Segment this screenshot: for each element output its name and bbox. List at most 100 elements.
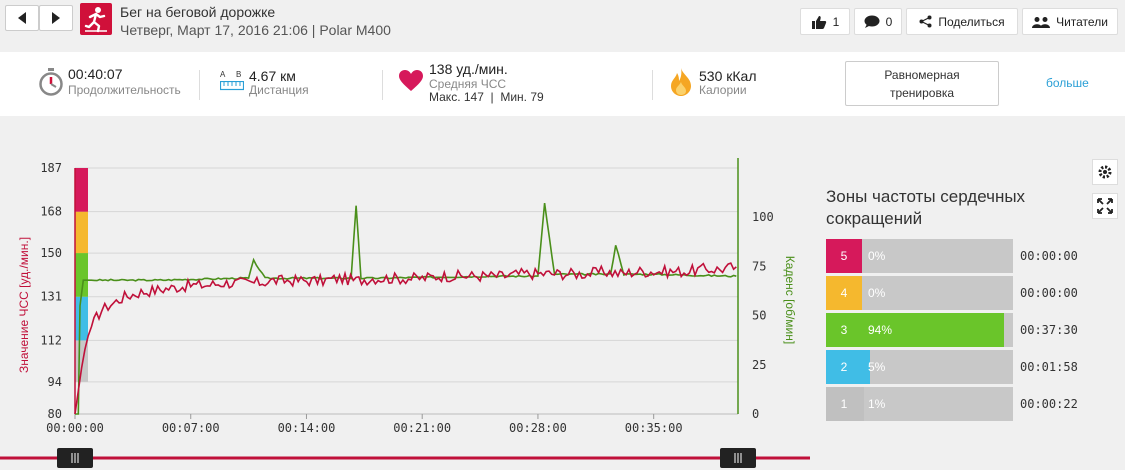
previous-activity-button[interactable] — [5, 5, 39, 31]
hr-tick-label: 112 — [40, 333, 62, 347]
more-link[interactable]: больше — [1046, 76, 1089, 90]
activity-title: Бег на беговой дорожке — [120, 4, 276, 20]
hr-series-line — [74, 262, 737, 415]
hr-tick-label: 168 — [40, 205, 62, 219]
followers-button[interactable]: Читатели — [1022, 8, 1118, 35]
expand-icon — [1097, 198, 1113, 214]
comment-count: 0 — [885, 14, 893, 29]
zone-percent: 5% — [868, 360, 886, 374]
comment-button[interactable]: 0 — [854, 8, 902, 35]
gear-icon — [1098, 165, 1112, 179]
zone-number: 4 — [826, 276, 862, 310]
range-start-handle[interactable] — [57, 448, 93, 468]
zone-fill-bar — [862, 313, 1004, 347]
activity-summary: 00:40:07 Продолжительность A B 4.67 км Д… — [0, 52, 1125, 116]
fullscreen-button[interactable] — [1092, 193, 1118, 219]
arrow-right-icon — [52, 12, 60, 24]
hr-tick-label: 187 — [40, 161, 62, 175]
duration-label: Продолжительность — [68, 83, 181, 97]
zone-number: 3 — [826, 313, 862, 347]
like-button[interactable]: 1 — [800, 8, 850, 35]
duration-value: 00:40:07 — [68, 66, 123, 82]
training-type-line2: тренировка — [889, 86, 955, 100]
hr-axis-label: Значение ЧСС [уд./мин.] — [17, 237, 31, 373]
zone-number: 1 — [826, 387, 862, 421]
zone-band-2 — [75, 296, 88, 341]
zone-band-4 — [75, 211, 88, 254]
distance-scale-b: B — [236, 70, 242, 79]
zone-time: 00:37:30 — [1020, 323, 1078, 337]
cadence-tick-label: 75 — [752, 259, 766, 273]
followers-icon — [1032, 16, 1051, 28]
distance-value: 4.67 км — [249, 68, 296, 84]
zone-time: 00:00:00 — [1020, 286, 1078, 300]
zone-percent: 0% — [868, 286, 886, 300]
chart-gridlines — [75, 167, 738, 415]
distance-scale-a: A — [220, 70, 226, 79]
cadence-tick-label: 25 — [752, 358, 766, 372]
heart-icon — [399, 70, 423, 91]
avg-hr-value: 138 уд./мин. — [429, 61, 508, 77]
zone-number: 2 — [826, 350, 862, 384]
chart-settings-button[interactable] — [1092, 159, 1118, 185]
training-type-button[interactable]: Равномерная тренировка — [845, 61, 999, 106]
range-end-handle[interactable] — [720, 448, 756, 468]
like-count: 1 — [832, 14, 840, 29]
divider — [382, 70, 383, 100]
arrow-left-icon — [18, 12, 26, 24]
zone-fill-bar — [862, 387, 864, 421]
zone-row-2: 2 5% — [826, 350, 1013, 384]
cadence-axis-ticks: 0 25 50 75 100 — [752, 210, 774, 421]
time-tick-label: 00:21:00 — [393, 421, 451, 435]
time-tick-label: 00:07:00 — [162, 421, 220, 435]
timeline-range-handles — [57, 448, 756, 468]
zone-fill-bar — [862, 350, 870, 384]
zone-percent: 94% — [868, 323, 893, 337]
cadence-tick-label: 0 — [752, 407, 759, 421]
zone-time: 00:01:58 — [1020, 360, 1078, 374]
hr-tick-label: 80 — [48, 407, 62, 421]
divider — [652, 70, 653, 100]
hr-tick-label: 94 — [48, 375, 62, 389]
next-activity-button[interactable] — [39, 5, 73, 31]
distance-icon: A B — [220, 70, 244, 91]
cadence-tick-label: 100 — [752, 210, 774, 224]
zone-row-5: 5 0% — [826, 239, 1013, 273]
activity-subtitle: Четверг, Март 17, 2016 21:06 | Polar M40… — [120, 22, 391, 38]
cadence-tick-label: 50 — [752, 309, 766, 323]
thumbs-up-icon — [811, 15, 826, 29]
time-axis-ticks: 00:00:00 00:07:00 00:14:00 00:21:00 00:28:00… — [46, 414, 683, 435]
distance-label: Дистанция — [249, 83, 309, 97]
share-label: Поделиться — [938, 14, 1005, 29]
hr-axis-ticks: 80 94 112 131 150 168 187 — [40, 161, 62, 421]
avg-hr-label: Средняя ЧСС — [429, 77, 507, 91]
zone-color-bands — [75, 168, 88, 382]
zone-time: 00:00:00 — [1020, 249, 1078, 263]
divider — [199, 70, 200, 100]
zone-row-3: 3 94% — [826, 313, 1013, 347]
activity-header: Бег на беговой дорожке Четверг, Март 17,… — [0, 0, 1125, 44]
chart-plot-area — [75, 168, 738, 414]
zone-number: 5 — [826, 239, 862, 273]
time-tick-label: 00:00:00 — [46, 421, 104, 435]
flame-icon — [671, 68, 691, 96]
calories-label: Калории — [699, 83, 747, 97]
time-tick-label: 00:14:00 — [278, 421, 336, 435]
comment-icon — [864, 15, 880, 28]
zone-row-1: 1 1% — [826, 387, 1013, 421]
time-tick-label: 00:35:00 — [625, 421, 683, 435]
share-icon — [919, 15, 932, 28]
zone-row-4: 4 0% — [826, 276, 1013, 310]
zone-band-3 — [75, 253, 88, 297]
zone-percent: 1% — [868, 397, 886, 411]
ruler-icon — [220, 81, 244, 91]
hr-zones-title: Зоны частоты сердечных сокращений — [826, 187, 1026, 228]
stopwatch-icon — [39, 68, 63, 96]
zone-percent: 0% — [868, 249, 886, 263]
training-type-line1: Равномерная — [884, 68, 960, 82]
zone-time: 00:00:22 — [1020, 397, 1078, 411]
calories-value: 530 кКал — [699, 68, 757, 84]
time-tick-label: 00:28:00 — [509, 421, 567, 435]
cadence-axis-label: Каденс [об/мин] — [783, 256, 797, 344]
share-button[interactable]: Поделиться — [906, 8, 1018, 35]
